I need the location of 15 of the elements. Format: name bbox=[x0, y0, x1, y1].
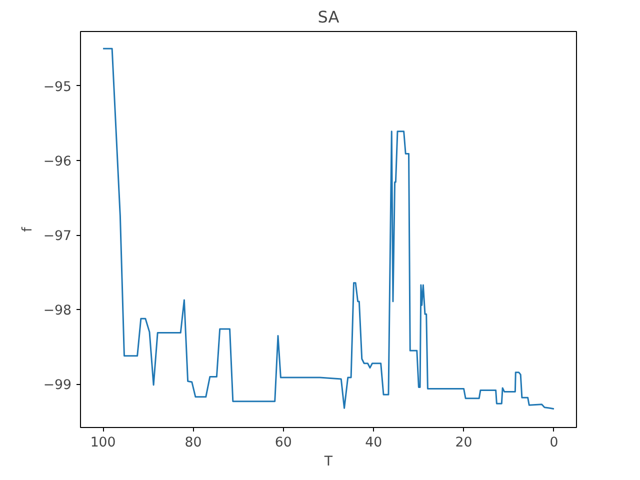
y-tick-label: −95 bbox=[43, 80, 72, 95]
x-tick-label: 20 bbox=[455, 436, 472, 450]
y-tick-label: −99 bbox=[43, 378, 72, 394]
line-series bbox=[102, 48, 555, 410]
x-tick-label: 60 bbox=[274, 436, 292, 450]
y-axis-title: f bbox=[20, 226, 36, 232]
x-tick-label: 40 bbox=[365, 436, 382, 450]
x-tick-label: 80 bbox=[184, 436, 202, 450]
chart-title: SA bbox=[318, 8, 340, 26]
x-axis-title: T bbox=[323, 454, 334, 470]
x-tick-label: 100 bbox=[90, 436, 116, 450]
y-tick-label: −96 bbox=[43, 154, 72, 170]
y-tick-label: −97 bbox=[43, 229, 72, 244]
x-tick-label: 0 bbox=[550, 436, 558, 450]
y-tick-label: −98 bbox=[43, 304, 72, 319]
